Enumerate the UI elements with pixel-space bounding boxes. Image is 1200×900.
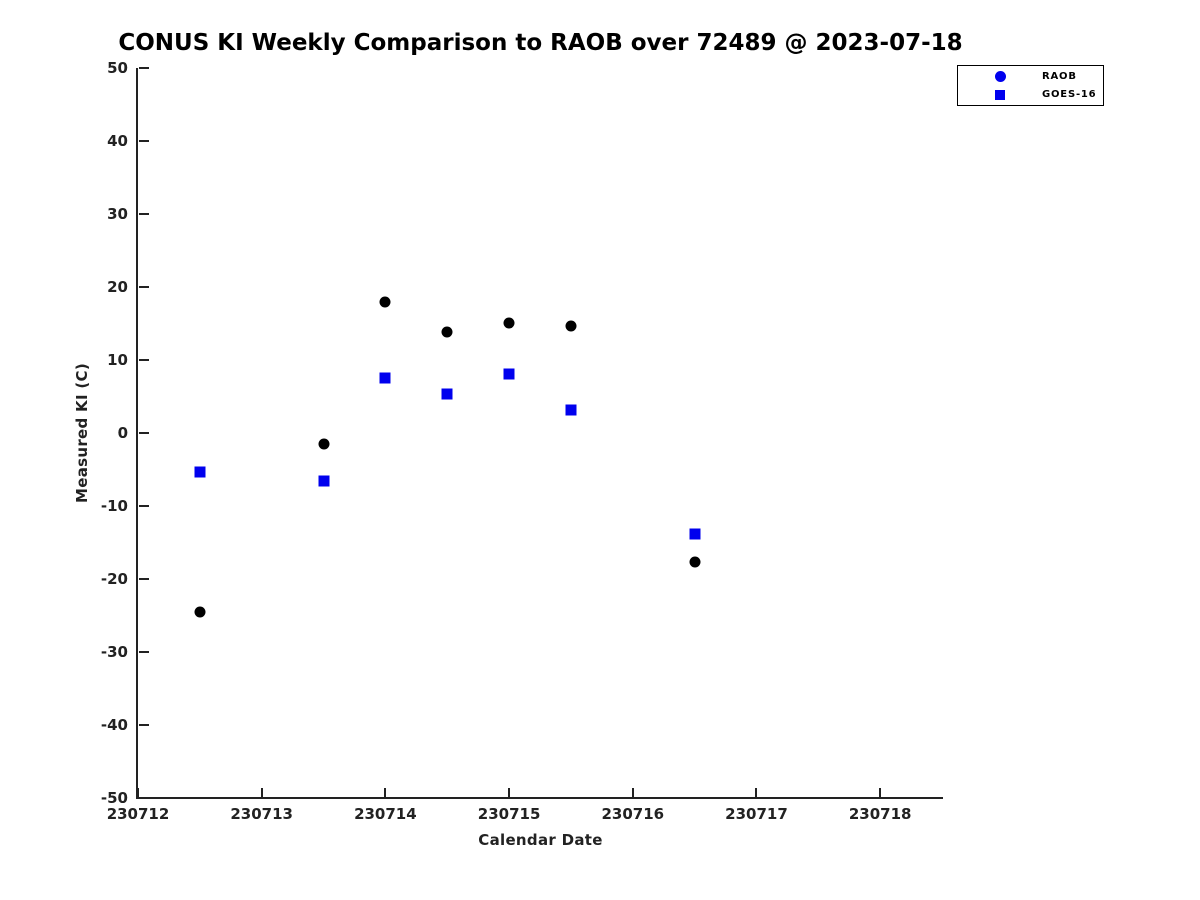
legend-marker-cell xyxy=(958,89,1042,100)
y-tick-label: 10 xyxy=(107,351,128,369)
data-point-raob xyxy=(565,320,577,332)
y-tick-mark xyxy=(139,651,149,653)
legend-label: RAOB xyxy=(1042,71,1077,82)
y-tick-mark xyxy=(139,432,149,434)
data-point-goes-16 xyxy=(503,368,515,380)
legend-row-goes-16: GOES-16 xyxy=(958,87,1103,103)
y-tick-label: 30 xyxy=(107,205,128,223)
x-tick-mark xyxy=(755,788,758,798)
y-tick-mark xyxy=(139,359,149,361)
data-point-raob xyxy=(318,438,330,450)
data-point-goes-16 xyxy=(318,475,330,487)
x-tick-label: 230718 xyxy=(848,805,912,823)
x-axis-line xyxy=(136,797,943,799)
y-tick-mark xyxy=(139,578,149,580)
x-tick-mark xyxy=(137,788,139,798)
y-tick-label: -40 xyxy=(100,716,128,734)
y-tick-mark xyxy=(139,797,149,799)
y-tick-mark xyxy=(139,505,149,507)
data-point-goes-16 xyxy=(565,404,577,416)
chart-title: CONUS KI Weekly Comparison to RAOB over … xyxy=(118,30,963,56)
legend-marker-cell xyxy=(958,71,1042,82)
x-tick-label: 230712 xyxy=(106,805,170,823)
x-tick-label: 230713 xyxy=(230,805,293,823)
x-tick-mark xyxy=(879,788,882,798)
x-tick-label: 230714 xyxy=(354,805,417,823)
data-point-raob xyxy=(689,556,701,568)
square-marker-icon xyxy=(995,89,1005,100)
y-tick-label: 20 xyxy=(107,278,128,296)
y-axis-line xyxy=(136,68,138,799)
data-point-raob xyxy=(503,317,515,329)
plot-area xyxy=(138,68,943,798)
x-tick-label: 230716 xyxy=(601,805,665,823)
x-tick-mark xyxy=(508,788,511,798)
y-tick-label: -20 xyxy=(100,570,128,588)
y-tick-label: -50 xyxy=(100,789,128,807)
y-tick-mark xyxy=(139,67,149,69)
data-point-raob xyxy=(441,326,453,338)
x-tick-mark xyxy=(631,788,634,798)
y-tick-mark xyxy=(139,724,149,726)
data-point-goes-16 xyxy=(689,528,701,540)
y-tick-label: 40 xyxy=(107,132,128,150)
data-point-raob xyxy=(194,606,206,618)
y-tick-mark xyxy=(139,140,149,142)
x-tick-mark xyxy=(260,788,263,798)
x-tick-label: 230715 xyxy=(477,805,541,823)
y-tick-mark xyxy=(139,286,149,288)
x-axis-label: Calendar Date xyxy=(478,831,603,849)
y-axis-label: Measured KI (C) xyxy=(73,362,91,504)
circle-marker-icon xyxy=(994,71,1006,82)
data-point-goes-16 xyxy=(379,372,391,384)
legend-label: GOES-16 xyxy=(1042,89,1097,100)
y-tick-label: -30 xyxy=(100,643,128,661)
data-point-raob xyxy=(379,296,391,308)
x-tick-mark xyxy=(384,788,387,798)
data-point-goes-16 xyxy=(194,466,206,478)
y-tick-label: 50 xyxy=(107,59,128,77)
legend: RAOB GOES-16 xyxy=(957,65,1104,106)
y-tick-mark xyxy=(139,213,149,215)
x-tick-label: 230717 xyxy=(725,805,788,823)
legend-row-raob: RAOB xyxy=(958,69,1103,85)
data-point-goes-16 xyxy=(441,388,453,400)
y-tick-label: 0 xyxy=(117,424,128,442)
y-tick-label: -10 xyxy=(100,497,128,515)
